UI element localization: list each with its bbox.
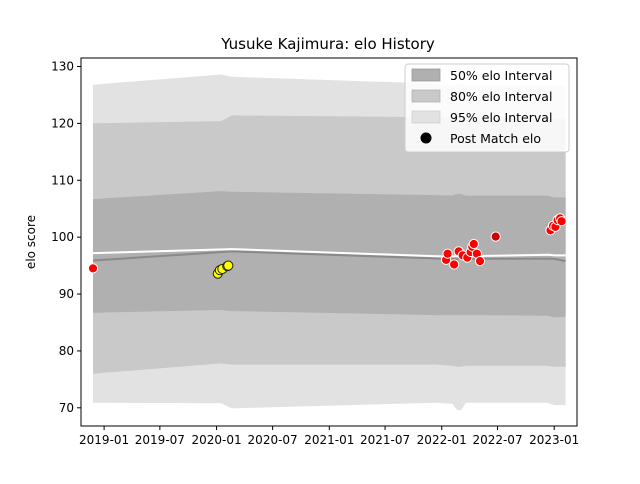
legend-label-80: 80% elo Interval xyxy=(450,89,552,104)
chart-title: Yusuke Kajimura: elo History xyxy=(220,35,435,53)
x-tick-label: 2022-01 xyxy=(417,433,467,447)
post-match-point xyxy=(442,248,453,259)
legend-swatch-50 xyxy=(411,68,441,82)
post-match-point xyxy=(449,259,460,270)
legend-label-50: 50% elo Interval xyxy=(450,68,552,83)
x-tick-label: 2020-01 xyxy=(191,433,241,447)
y-tick-label: 90 xyxy=(59,287,74,301)
post-match-point xyxy=(87,263,99,274)
post-match-points xyxy=(87,213,567,279)
legend-swatch-80 xyxy=(411,89,441,103)
y-tick-label: 80 xyxy=(59,344,74,358)
y-tick-label: 130 xyxy=(51,60,74,74)
x-tick-label: 2021-07 xyxy=(360,433,410,447)
legend-swatch-95 xyxy=(411,110,441,124)
post-match-point xyxy=(556,216,567,227)
post-match-point xyxy=(223,260,234,271)
legend: 50% elo Interval 80% elo Interval 95% el… xyxy=(404,63,570,153)
elo-line-1 xyxy=(92,250,566,263)
legend-marker-post-match xyxy=(420,132,432,144)
y-axis-label: elo score xyxy=(24,215,38,269)
post-match-point xyxy=(468,238,479,250)
x-tick-label: 2021-01 xyxy=(304,433,354,447)
y-tick-label: 120 xyxy=(51,116,74,130)
post-match-point xyxy=(474,256,486,267)
x-tick-label: 2022-07 xyxy=(472,433,522,447)
y-tick-label: 110 xyxy=(51,173,74,187)
interval-bands xyxy=(93,74,566,411)
y-tick-label: 70 xyxy=(59,401,74,415)
y-tick-label: 100 xyxy=(51,230,74,244)
legend-label-post-match: Post Match elo xyxy=(450,131,541,146)
x-tick-label: 2023-01 xyxy=(529,433,579,447)
elo-line-2 xyxy=(92,248,566,258)
x-tick-label: 2019-01 xyxy=(79,433,129,447)
x-tick-label: 2020-07 xyxy=(248,433,298,447)
legend-box xyxy=(404,63,570,153)
x-tick-label: 2019-07 xyxy=(135,433,185,447)
legend-label-95: 95% elo Interval xyxy=(450,110,552,125)
post-match-point xyxy=(490,231,501,242)
x-axis: 2019-01 2019-07 2020-01 2020-07 2021-01 2021-… xyxy=(79,426,579,447)
elo-lines xyxy=(92,248,566,263)
y-axis: 70 80 90 100 110 120 130 xyxy=(51,60,81,415)
